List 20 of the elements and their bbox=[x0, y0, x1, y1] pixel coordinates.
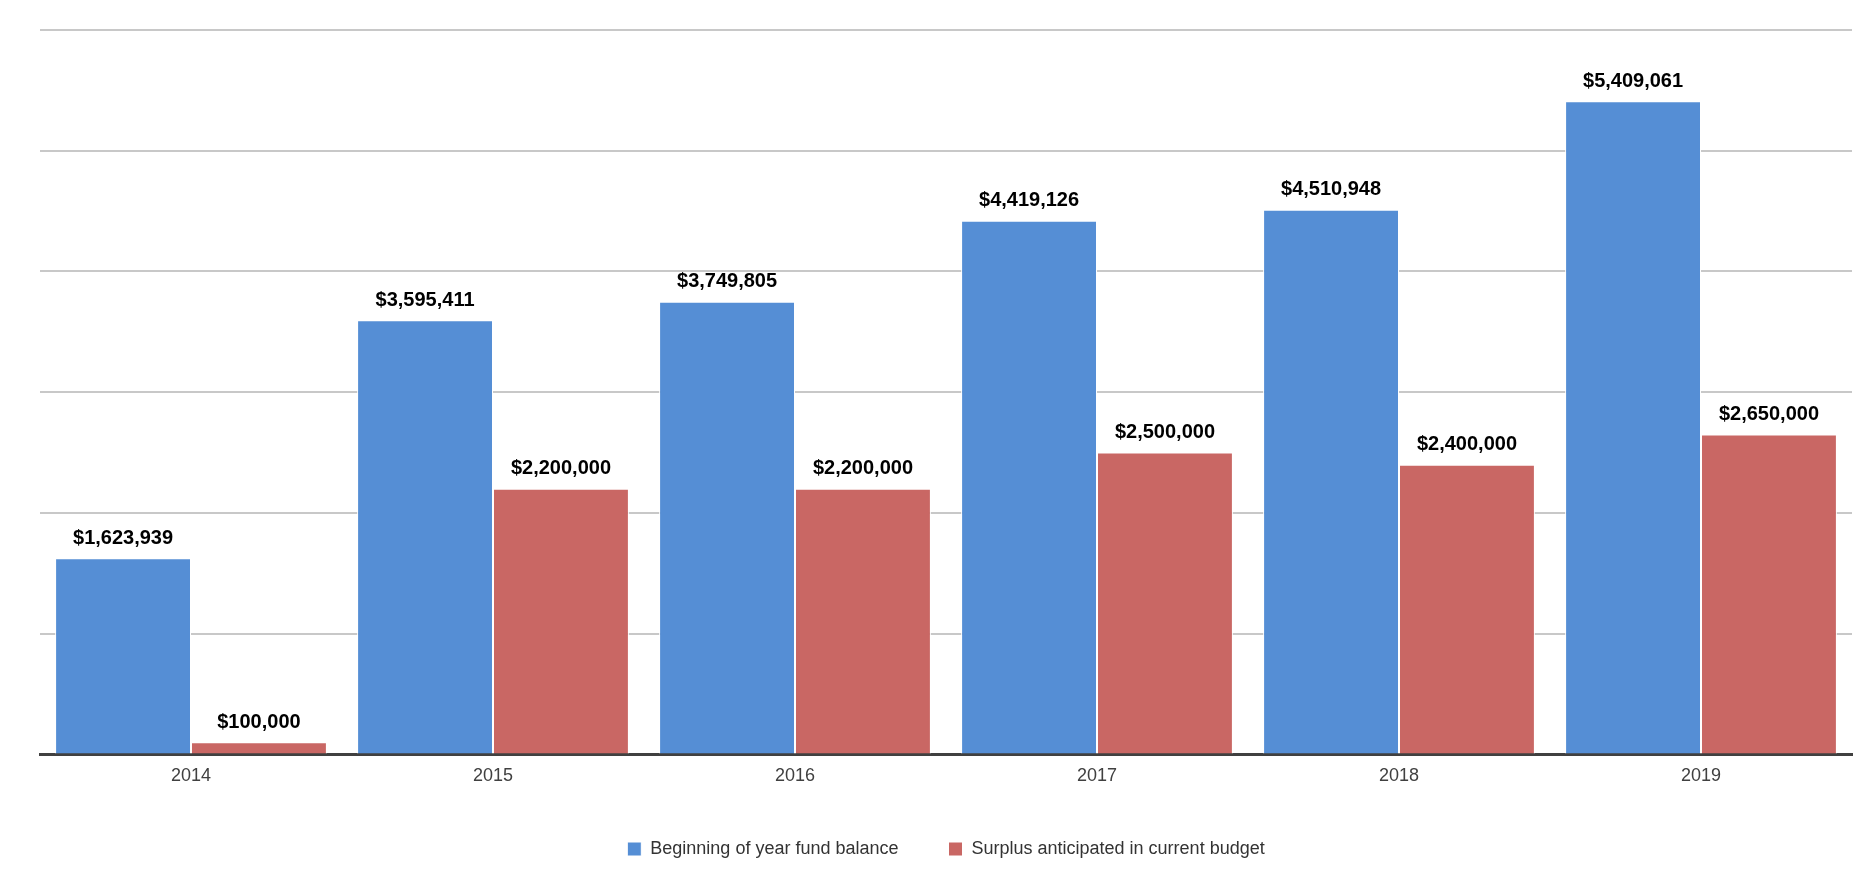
x-tick-label: 2016 bbox=[774, 765, 816, 786]
data-label: $2,400,000 bbox=[1416, 432, 1517, 455]
data-label: $3,595,411 bbox=[375, 287, 475, 310]
data-label: $1,623,939 bbox=[73, 525, 174, 548]
data-label: $2,200,000 bbox=[812, 456, 913, 479]
x-tick-label: 2015 bbox=[472, 765, 514, 786]
x-tick-label: 2018 bbox=[1378, 765, 1420, 786]
data-label: $3,749,805 bbox=[677, 269, 778, 292]
data-label: $2,200,000 bbox=[510, 456, 611, 479]
data-label: $4,510,948 bbox=[1281, 177, 1382, 200]
x-tick-label: 2017 bbox=[1076, 765, 1118, 786]
legend-label: Beginning of year fund balance bbox=[650, 837, 899, 858]
data-label: $2,500,000 bbox=[1114, 420, 1215, 443]
data-label: $2,650,000 bbox=[1718, 401, 1819, 424]
legend-label: Surplus anticipated in current budget bbox=[971, 837, 1265, 858]
x-tick-label: 2014 bbox=[170, 765, 212, 786]
data-label: $4,419,126 bbox=[979, 188, 1080, 211]
data-label: $100,000 bbox=[217, 709, 301, 732]
data-label: $5,409,061 bbox=[1583, 68, 1684, 91]
x-tick-label: 2019 bbox=[1680, 765, 1722, 786]
